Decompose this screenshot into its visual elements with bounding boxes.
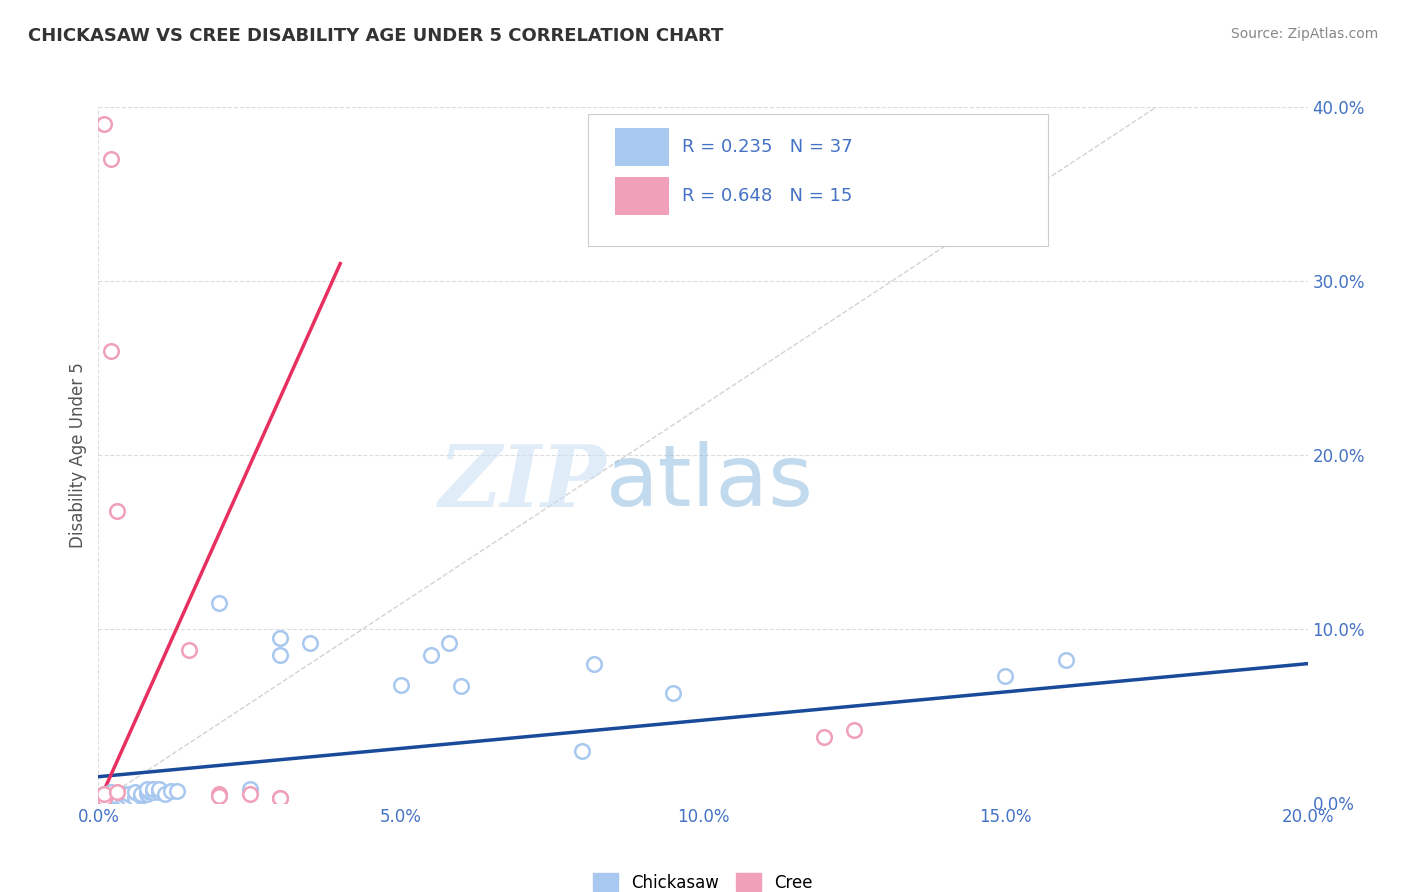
Point [148, 781, 170, 796]
Point [269, 648, 291, 662]
Point [100, 152, 122, 166]
Point [166, 783, 188, 797]
Point [100, 790, 122, 805]
Point [100, 785, 122, 799]
Text: Source: ZipAtlas.com: Source: ZipAtlas.com [1230, 27, 1378, 41]
Point [148, 785, 170, 799]
Point [105, 503, 128, 517]
Point [100, 343, 122, 358]
Point [450, 679, 472, 693]
Text: ZIP: ZIP [439, 441, 606, 524]
Point [142, 785, 165, 799]
Point [389, 677, 412, 691]
Point [105, 792, 128, 806]
Y-axis label: Disability Age Under 5: Disability Age Under 5 [69, 362, 87, 548]
Point [420, 648, 443, 662]
Point [994, 669, 1017, 683]
Point [813, 730, 835, 744]
Point [111, 790, 134, 805]
Text: R = 0.235   N = 37: R = 0.235 N = 37 [682, 138, 853, 156]
Point [160, 783, 183, 797]
Point [142, 781, 165, 796]
Point [124, 790, 146, 805]
Point [571, 744, 593, 758]
Legend: Chickasaw, Cree: Chickasaw, Cree [586, 867, 820, 892]
Point [208, 789, 231, 803]
Point [153, 787, 176, 801]
Point [662, 686, 685, 700]
Point [269, 790, 291, 805]
Point [118, 787, 141, 801]
Point [105, 789, 128, 803]
Point [129, 787, 152, 801]
FancyBboxPatch shape [614, 177, 669, 215]
Point [118, 792, 141, 806]
Point [437, 636, 460, 650]
Point [208, 787, 231, 801]
Point [179, 642, 201, 657]
Point [93, 117, 115, 131]
Point [93, 787, 115, 801]
Text: CHICKASAW VS CREE DISABILITY AGE UNDER 5 CORRELATION CHART: CHICKASAW VS CREE DISABILITY AGE UNDER 5… [28, 27, 724, 45]
Point [239, 781, 262, 796]
Text: atlas: atlas [606, 442, 814, 524]
Point [129, 789, 152, 803]
Point [269, 631, 291, 645]
FancyBboxPatch shape [614, 128, 669, 166]
Point [135, 787, 157, 801]
Point [269, 790, 291, 805]
Point [135, 781, 157, 796]
Point [135, 783, 157, 797]
Point [844, 723, 866, 737]
Point [208, 596, 231, 610]
Point [105, 785, 128, 799]
Point [239, 787, 262, 801]
Point [299, 636, 322, 650]
Text: R = 0.648   N = 15: R = 0.648 N = 15 [682, 187, 853, 205]
Point [93, 787, 115, 801]
FancyBboxPatch shape [588, 114, 1047, 246]
Point [583, 657, 606, 671]
Point [1054, 653, 1077, 667]
Point [111, 787, 134, 801]
Point [124, 785, 146, 799]
Point [93, 790, 115, 805]
